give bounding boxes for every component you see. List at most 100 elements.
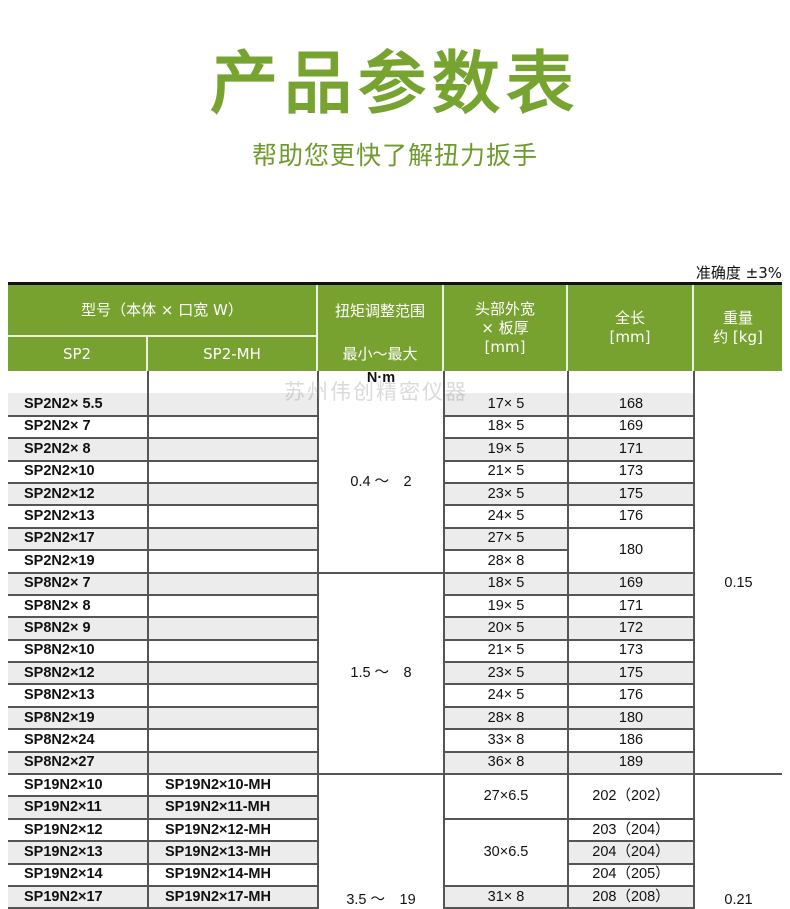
- table-row: SP2N2×10 21× 5 173: [8, 460, 782, 484]
- torque-range: 3.5 ～ 19: [317, 774, 444, 909]
- head-size: 19× 5: [443, 594, 568, 619]
- table-row: SP19N2×14 SP19N2×14-MH 204（205）: [8, 863, 782, 888]
- model-sp2: SP2N2×12: [8, 482, 148, 507]
- model-sp2: SP8N2×19: [8, 706, 148, 731]
- table-row: SP2N2× 8 19× 5 171: [8, 438, 782, 462]
- header-torque-range: 最小～最大: [318, 337, 444, 371]
- header-head-size: 头部外宽 × 板厚 [mm]: [444, 285, 568, 371]
- full-length: 208（208）: [567, 885, 694, 909]
- full-length: 169: [567, 415, 694, 440]
- head-size: 18× 5: [443, 572, 568, 596]
- table-header: 型号（本体 × 口宽 W） SP2 SP2-MH 扭矩调整范围 最小～最大 头部…: [8, 285, 782, 371]
- empty-cell: [443, 371, 568, 394]
- table-row: SP2N2× 5.5 0.4 ～ 2 17× 5 168 0.15: [8, 393, 782, 776]
- table-row: SP2N2×17 27× 5 180: [8, 527, 782, 574]
- page-title: 产品参数表: [209, 45, 580, 124]
- table-top-rule: [8, 282, 782, 285]
- model-sp2-mh: [147, 617, 318, 641]
- head-size: 18× 5: [443, 415, 568, 440]
- torque-range: 1.5 ～ 8: [317, 572, 444, 776]
- table-row: SP2N2× 7 18× 5 169: [8, 415, 782, 440]
- full-length: 173: [567, 460, 694, 484]
- full-length: 169: [567, 572, 694, 596]
- model-sp2-mh: [147, 684, 318, 708]
- model-sp2-mh: SP19N2×12-MH: [147, 818, 318, 843]
- model-sp2: SP8N2×10: [8, 639, 148, 664]
- empty-cell: [693, 371, 782, 394]
- full-length: 175: [567, 662, 694, 686]
- model-sp2-mh: [147, 393, 318, 417]
- model-sp2: SP19N2×14: [8, 863, 148, 888]
- table-row: SP2N2×12 23× 5 175: [8, 482, 782, 507]
- accuracy-note: 准确度 ±3%: [695, 264, 782, 282]
- table-row: SP19N2×13 SP19N2×13-MH 204（204）: [8, 841, 782, 865]
- head-size: 27×6.5: [443, 774, 568, 820]
- table-row: SP8N2×19 28× 8 180: [8, 706, 782, 731]
- table-row: SP8N2×24 33× 8 186: [8, 729, 782, 753]
- model-sp2-mh: [147, 550, 318, 574]
- head-size: 19× 5: [443, 438, 568, 462]
- model-sp2-mh: [147, 639, 318, 664]
- head-size: 33× 8: [443, 729, 568, 753]
- full-length: 202（202）: [567, 774, 694, 820]
- page-subtitle: 帮助您更快了解扭力扳手: [251, 141, 538, 170]
- model-sp2-mh: SP19N2×11-MH: [147, 796, 318, 820]
- model-sp2: SP2N2× 8: [8, 438, 148, 462]
- model-sp2: SP2N2×17: [8, 527, 148, 552]
- head-size: 28× 8: [443, 550, 568, 574]
- full-length: 176: [567, 684, 694, 708]
- table-row: SP8N2× 9 20× 5 172: [8, 617, 782, 641]
- head-size: 17× 5: [443, 393, 568, 417]
- model-sp2: SP8N2× 9: [8, 617, 148, 641]
- model-sp2: SP8N2×24: [8, 729, 148, 753]
- full-length: 171: [567, 438, 694, 462]
- head-size: 36× 8: [443, 751, 568, 776]
- head-size: 31× 8: [443, 885, 568, 909]
- empty-cell: [147, 371, 318, 394]
- model-sp2-mh: [147, 594, 318, 619]
- head-size: 24× 5: [443, 684, 568, 708]
- model-sp2-mh: [147, 751, 318, 776]
- empty-cell: [567, 371, 694, 394]
- head-size: 21× 5: [443, 639, 568, 664]
- model-sp2-mh: SP19N2×14-MH: [147, 863, 318, 888]
- model-sp2-mh: [147, 438, 318, 462]
- model-sp2: SP19N2×10: [8, 774, 148, 798]
- model-sp2-mh: [147, 662, 318, 686]
- table-row: SP8N2×10 21× 5 173: [8, 639, 782, 664]
- model-sp2-mh: [147, 572, 318, 596]
- head-size: 27× 5: [443, 527, 568, 552]
- model-sp2-mh: SP19N2×13-MH: [147, 841, 318, 865]
- table-row: SP8N2×13 24× 5 176: [8, 684, 782, 708]
- table-row: SP8N2×12 23× 5 175: [8, 662, 782, 686]
- torque-range: 0.4 ～ 2: [317, 393, 444, 574]
- head-size: 24× 5: [443, 505, 568, 529]
- full-length: 204（204）: [567, 841, 694, 865]
- header-length: 全长 [mm]: [568, 285, 694, 371]
- empty-cell: [8, 371, 148, 393]
- full-length: 186: [567, 729, 694, 753]
- table-row: SP19N2×10 SP19N2×10-MH 3.5 ～ 19 27×6.5 202（2…: [8, 774, 782, 909]
- model-sp2: SP8N2× 8: [8, 594, 148, 619]
- table-row: SP8N2×27 36× 8 189: [8, 751, 782, 776]
- header-sp2-mh: SP2-MH: [148, 337, 318, 371]
- full-length: 171: [567, 594, 694, 619]
- model-sp2-mh: SP19N2×10-MH: [147, 774, 318, 798]
- full-length: 172: [567, 617, 694, 641]
- model-sp2-mh: [147, 729, 318, 753]
- full-length: 175: [567, 482, 694, 507]
- model-sp2: SP8N2×13: [8, 684, 148, 708]
- full-length: 180: [567, 706, 694, 731]
- full-length: 176: [567, 505, 694, 529]
- header-model: 型号（本体 × 口宽 W）: [8, 285, 318, 337]
- model-sp2-mh: [147, 706, 318, 731]
- head-size: 30×6.5: [443, 818, 568, 887]
- head-size: 23× 5: [443, 482, 568, 507]
- header-torque: 扭矩调整范围: [318, 285, 444, 337]
- model-sp2: SP19N2×13: [8, 841, 148, 865]
- spec-table: N·m SP2N2× 5.5 0.4 ～ 2 17× 5 168 0.15 SP2N2× 7…: [8, 370, 782, 909]
- weight: 0.15: [693, 393, 782, 776]
- full-length: 203（204）: [567, 818, 694, 843]
- head-size: 23× 5: [443, 662, 568, 686]
- model-sp2-mh: [147, 415, 318, 440]
